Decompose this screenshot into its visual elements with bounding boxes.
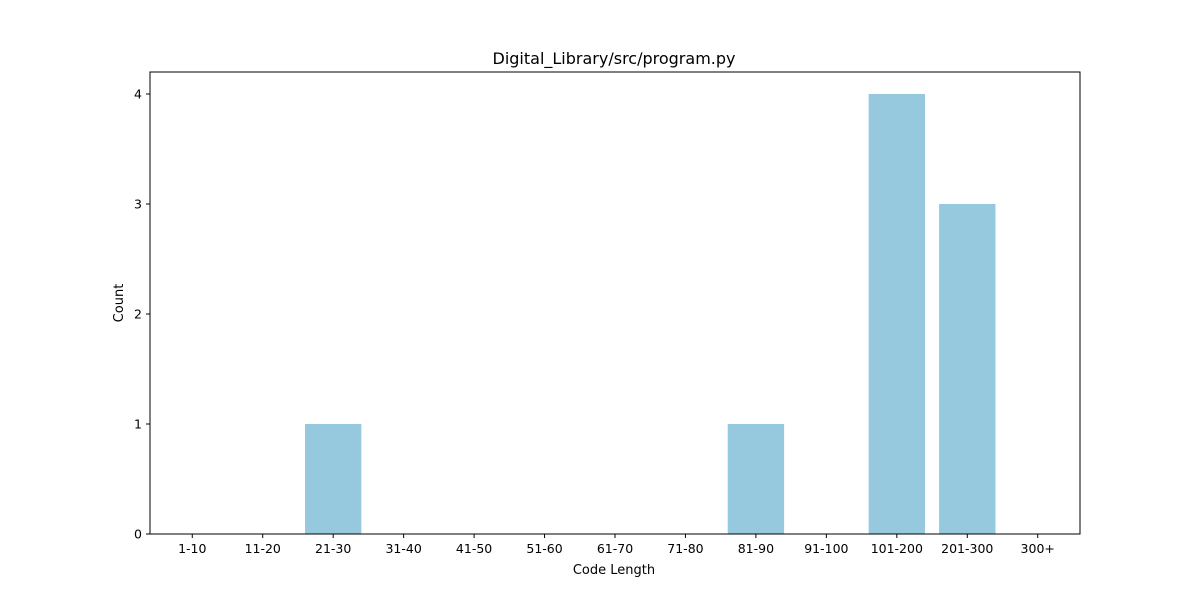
y-axis-ticks: 0 1 2 3 4 (134, 87, 150, 542)
y-tick-label: 3 (134, 197, 142, 212)
y-tick-label: 2 (134, 307, 142, 322)
chart-title: Digital_Library/src/program.py (493, 49, 736, 69)
x-tick-label: 300+ (1021, 541, 1055, 556)
bars-group (305, 94, 995, 534)
x-tick-label: 91-100 (804, 541, 848, 556)
bar-101-200 (869, 94, 925, 534)
x-tick-label: 101-200 (871, 541, 923, 556)
x-tick-label: 61-70 (597, 541, 633, 556)
x-tick-label: 31-40 (385, 541, 421, 556)
x-tick-label: 81-90 (738, 541, 774, 556)
bar-81-90 (728, 424, 784, 534)
x-tick-label: 11-20 (245, 541, 281, 556)
x-tick-label: 1-10 (178, 541, 206, 556)
bar-201-300 (939, 204, 995, 534)
x-axis-ticks: 1-10 11-20 21-30 31-40 41-50 51-60 61-70 71-80 8… (178, 534, 1055, 556)
y-axis-label: Count (112, 284, 127, 323)
bar-21-30 (305, 424, 361, 534)
x-tick-label: 21-30 (315, 541, 351, 556)
x-tick-label: 71-80 (667, 541, 703, 556)
y-tick-label: 4 (134, 87, 142, 102)
y-tick-label: 0 (134, 527, 142, 542)
x-tick-label: 201-300 (941, 541, 993, 556)
y-tick-label: 1 (134, 417, 142, 432)
x-axis-label: Code Length (573, 563, 655, 578)
x-tick-label: 41-50 (456, 541, 492, 556)
x-tick-label: 51-60 (526, 541, 562, 556)
